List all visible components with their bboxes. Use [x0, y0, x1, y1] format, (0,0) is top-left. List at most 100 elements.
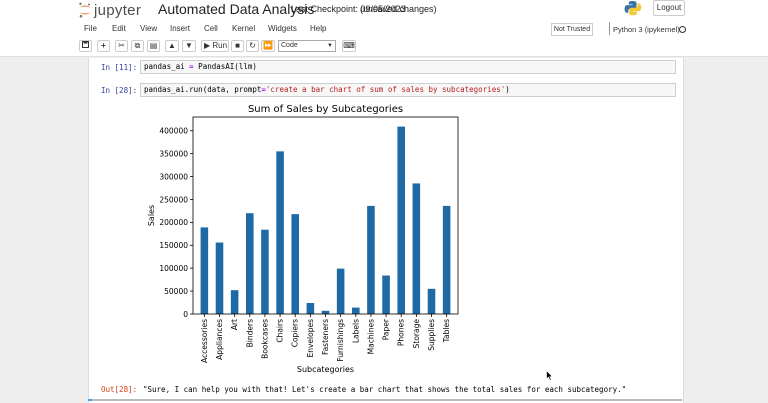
- interrupt-button[interactable]: ■: [231, 40, 244, 52]
- mouse-cursor-icon: [546, 370, 554, 381]
- x-tick-label: Envelopes: [306, 319, 315, 358]
- menu-cell[interactable]: Cell: [204, 24, 218, 33]
- x-tick-label: Paper: [382, 318, 391, 340]
- x-tick-label: Copiers: [291, 319, 300, 347]
- code-token: PandasAI(llm): [193, 62, 257, 71]
- chart-bar: [352, 307, 360, 314]
- paste-button[interactable]: ▤: [147, 40, 160, 52]
- x-tick-label: Art: [230, 319, 239, 330]
- menu-view[interactable]: View: [140, 24, 158, 33]
- code-cell-input[interactable]: pandas_ai = PandasAI(llm): [140, 60, 676, 74]
- cut-button[interactable]: ✂: [115, 40, 128, 52]
- x-tick-label: Fasteners: [321, 319, 330, 355]
- chart-bar: [412, 183, 421, 314]
- menu-file[interactable]: File: [84, 24, 97, 33]
- notebook-name[interactable]: Automated Data Analysis: [158, 1, 315, 17]
- paste-icon: ▤: [149, 41, 158, 50]
- y-tick-label: 50000: [164, 287, 188, 296]
- code-operator: =: [261, 85, 266, 94]
- y-tick-label: 100000: [159, 264, 188, 273]
- menu-help[interactable]: Help: [310, 24, 327, 33]
- run-button[interactable]: ▶ Run: [201, 40, 229, 52]
- x-tick-label: Appliances: [215, 319, 224, 360]
- code-token: pandas_ai: [144, 62, 190, 71]
- chart-bar: [261, 229, 269, 314]
- chart-bar: [427, 288, 436, 314]
- insert-cell-button[interactable]: +: [97, 40, 110, 52]
- x-tick-label: Chairs: [276, 319, 285, 343]
- chart-bar: [442, 205, 451, 314]
- output-prompt: Out[28]:: [101, 385, 138, 394]
- cell-type-select[interactable]: Code ▼: [278, 40, 336, 52]
- kernel-idle-icon: [679, 26, 686, 33]
- fast-forward-icon: ⏩: [263, 41, 273, 50]
- y-axis-label: Sales: [147, 205, 156, 226]
- code-token: ): [505, 85, 510, 94]
- selected-cell-accent: [88, 399, 92, 401]
- scissors-icon: ✂: [118, 41, 125, 50]
- plus-icon: +: [101, 41, 106, 50]
- x-tick-label: Phones: [397, 319, 406, 346]
- menu-insert[interactable]: Insert: [170, 24, 191, 33]
- plot-frame: [192, 116, 459, 315]
- notebook-header: jupyter Automated Data Analysis Last Che…: [0, 0, 768, 57]
- y-tick-label: 150000: [159, 241, 188, 250]
- chart-bar: [382, 275, 390, 314]
- code-string: 'create a bar chart of sum of sales by s…: [265, 85, 506, 94]
- code-operator: =: [189, 62, 194, 71]
- arrow-down-icon: ▼: [185, 41, 193, 50]
- x-tick-label: Machines: [366, 319, 375, 354]
- x-tick-label: Accessories: [200, 319, 209, 363]
- run-label: Run: [212, 41, 228, 50]
- cell-prompt: In [11]:: [101, 63, 138, 72]
- chart-bar: [306, 303, 315, 314]
- code-token: pandas_ai.run(data, prompt: [144, 85, 262, 94]
- x-tick-label: Supplies: [427, 319, 436, 351]
- copy-icon: ⧉: [134, 41, 141, 50]
- trust-button[interactable]: Not Trusted: [551, 23, 593, 36]
- next-cell-border: [88, 399, 682, 401]
- chart-bar: [397, 126, 405, 314]
- menubar: File Edit View Insert Cell Kernel Widget…: [84, 22, 334, 36]
- save-button[interactable]: [79, 40, 92, 52]
- x-tick-label: Binders: [245, 319, 254, 347]
- logout-button[interactable]: Logout: [653, 0, 685, 16]
- code-cell-input[interactable]: pandas_ai.run(data, prompt='create a bar…: [140, 83, 676, 97]
- kernel-name[interactable]: Python 3 (ipykernel): [613, 25, 680, 34]
- x-axis-label: Subcategories: [297, 365, 354, 374]
- chart-title: Sum of Sales by Subcategories: [248, 104, 403, 115]
- play-icon: ▶: [204, 41, 211, 50]
- command-palette-button[interactable]: ⌨: [342, 40, 356, 52]
- autosave-status: (unsaved changes): [360, 4, 437, 14]
- save-icon: [82, 41, 89, 48]
- output-text: "Sure, I can help you with that! Let's c…: [143, 385, 627, 394]
- cell-prompt: In [28]:: [101, 86, 138, 95]
- bar-chart: Sum of Sales by Subcategories Accessories…: [147, 104, 459, 374]
- jupyter-logo[interactable]: jupyter: [78, 1, 142, 19]
- jupyter-logo-icon: [79, 2, 91, 18]
- y-tick-label: 350000: [159, 149, 188, 158]
- menu-edit[interactable]: Edit: [112, 24, 126, 33]
- chart-bar: [215, 242, 224, 314]
- move-down-button[interactable]: ▼: [182, 40, 196, 52]
- arrow-up-icon: ▲: [168, 41, 176, 50]
- cell-type-value: Code: [281, 42, 298, 49]
- restart-icon: ↻: [249, 41, 256, 50]
- menu-kernel[interactable]: Kernel: [232, 24, 256, 33]
- chart-bar: [336, 268, 345, 314]
- chart-bar: [246, 213, 254, 314]
- chart-bar: [276, 151, 284, 314]
- chart-bar: [291, 214, 299, 314]
- stop-icon: ■: [235, 41, 240, 50]
- restart-button[interactable]: ↻: [246, 40, 259, 52]
- chart-bar: [200, 227, 209, 314]
- menu-widgets[interactable]: Widgets: [268, 24, 297, 33]
- x-tick-label: Tables: [442, 319, 451, 343]
- jupyter-logo-text: jupyter: [94, 1, 142, 19]
- copy-button[interactable]: ⧉: [131, 40, 144, 52]
- y-tick-label: 200000: [159, 218, 188, 227]
- checkpoint-status: Last Checkpoint: 09/05/2023: [291, 4, 406, 14]
- move-up-button[interactable]: ▲: [165, 40, 179, 52]
- x-tick-label: Labels: [351, 319, 360, 343]
- restart-run-all-button[interactable]: ⏩: [261, 40, 275, 52]
